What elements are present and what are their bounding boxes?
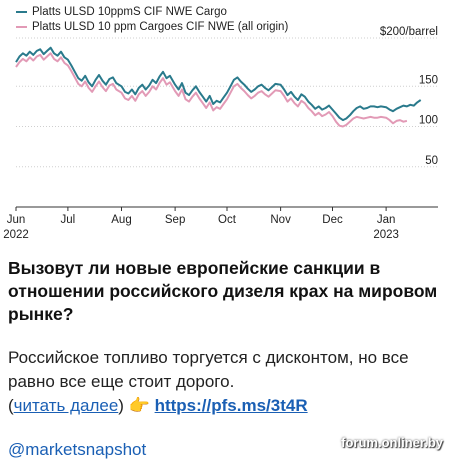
watermark: forum.onliner.by xyxy=(341,435,443,450)
legend-swatch-cargo xyxy=(16,11,27,13)
x-tick-label-jun: Jun xyxy=(7,214,26,226)
legend-swatch-all-origin xyxy=(16,26,27,28)
x-tick-label-oct: Oct xyxy=(218,214,237,226)
x-tick-label-nov: Nov xyxy=(270,214,291,226)
x-tick-label-dec: Dec xyxy=(322,214,343,226)
article-url-link[interactable]: https://pfs.ms/3t4R xyxy=(154,396,308,415)
post-body-text: Российское топливо торгуется с дисконтом… xyxy=(8,348,409,391)
y-axis: $200/barrel 50 100 150 xyxy=(380,26,438,167)
y-tick-label-100: 100 xyxy=(419,115,438,127)
x-tick-label-jul: Jul xyxy=(61,214,76,226)
price-chart: Jun 2022 Jul Aug Sep Oct Nov Dec Jan 2023 $200/ba… xyxy=(3,26,438,241)
series-line-cargo xyxy=(15,46,422,122)
legend-label-all-origin: Platts ULSD 10 ppm Cargoes CIF NWE (all … xyxy=(32,21,289,33)
x-axis: Jun 2022 Jul Aug Sep Oct Nov Dec Jan 2023 xyxy=(3,206,438,241)
pointing-hand-icon: 👉 xyxy=(128,396,150,415)
chart-grid xyxy=(16,37,438,168)
read-more-link[interactable]: читать далее xyxy=(13,396,119,415)
chart-series xyxy=(15,46,422,128)
read-more-close: ) xyxy=(118,396,124,415)
x-tick-label-jan: Jan xyxy=(377,214,396,226)
post-body: Российское топливо торгуется с дисконтом… xyxy=(8,346,448,418)
channel-handle-link[interactable]: @marketsnapshot xyxy=(8,440,147,459)
x-tick-label-sep: Sep xyxy=(165,214,185,226)
read-more-open: ( xyxy=(8,396,14,415)
y-tick-label-50: 50 xyxy=(425,155,438,167)
post-headline: Вызовут ли новые европейские санкции в о… xyxy=(8,258,438,324)
y-tick-label-150: 150 xyxy=(419,74,438,86)
x-tick-year-2022: 2022 xyxy=(3,229,29,241)
x-tick-label-aug: Aug xyxy=(111,214,131,226)
x-tick-year-2023: 2023 xyxy=(373,229,399,241)
y-axis-label: $200/barrel xyxy=(380,26,438,38)
legend-label-cargo: Platts ULSD 10ppmS CIF NWE Cargo xyxy=(32,6,227,18)
series-line-all-origin xyxy=(15,52,408,128)
legend-item-all-origin: Platts ULSD 10 ppm Cargoes CIF NWE (all … xyxy=(16,20,288,34)
legend-item-cargo: Platts ULSD 10ppmS CIF NWE Cargo xyxy=(16,5,227,19)
